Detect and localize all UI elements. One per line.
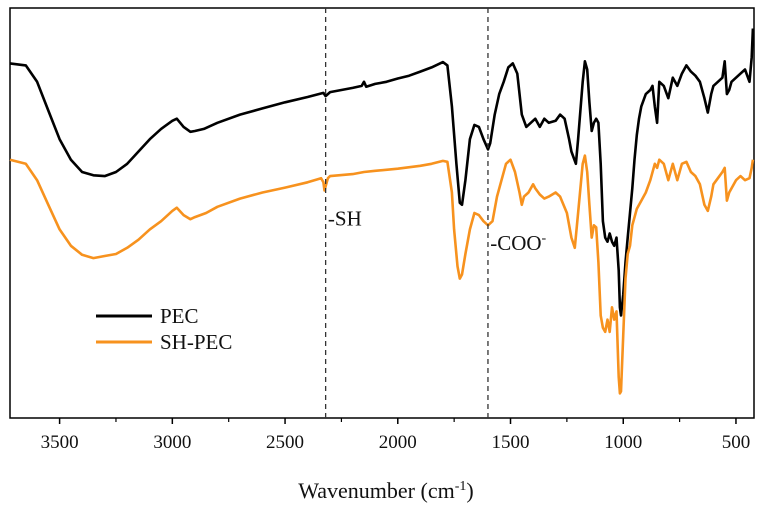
- x-tick-label-1500: 1500: [492, 432, 530, 453]
- x-axis-title: Wavenumber (cm-1): [298, 478, 473, 503]
- x-axis-title-text: Wavenumber (cm: [298, 478, 454, 503]
- annotation-text: -COO: [490, 231, 541, 255]
- plot-frame: [9, 7, 755, 419]
- x-tick-label-3500: 3500: [41, 432, 79, 453]
- legend-label-pec: PEC: [160, 304, 199, 328]
- annotation-2: -COO-: [490, 231, 546, 255]
- series-line-pec: [9, 28, 755, 317]
- annotation-1: -SH: [328, 206, 362, 230]
- plot-area: [9, 7, 755, 419]
- x-tick-label-500: 500: [722, 432, 751, 453]
- annotation-sup: -: [542, 231, 547, 246]
- series-line-sh-pec: [9, 154, 755, 395]
- legend-label-sh-pec: SH-PEC: [160, 330, 232, 354]
- x-tick-label-2500: 2500: [266, 432, 304, 453]
- x-tick-label-2000: 2000: [379, 432, 417, 453]
- annotations: -SH -COO-: [328, 206, 547, 255]
- x-axis: 3500 3000 2500 2000 1500 1000 500 Wavenumber (c…: [41, 418, 751, 503]
- x-axis-title-sup: -1: [455, 479, 467, 494]
- x-axis-title-close: ): [466, 478, 473, 503]
- x-tick-label-3000: 3000: [153, 432, 191, 453]
- annotation-text: -SH: [328, 206, 362, 230]
- x-tick-label-1000: 1000: [604, 432, 642, 453]
